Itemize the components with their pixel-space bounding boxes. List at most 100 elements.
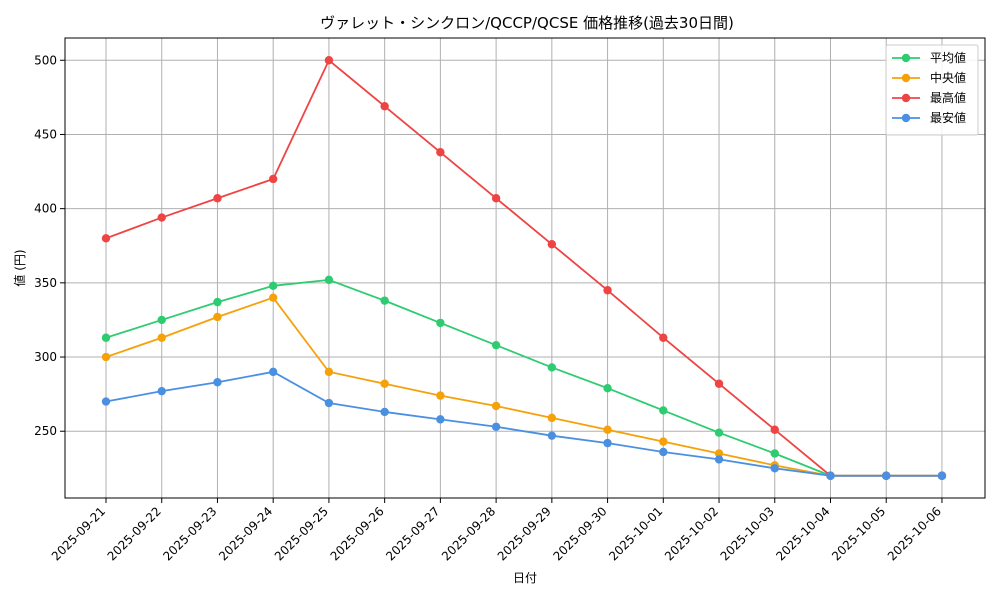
data-point xyxy=(213,194,222,203)
legend-label: 最高値 xyxy=(930,90,966,105)
y-tick-label: 500 xyxy=(34,53,57,67)
x-tick-label: 2025-10-02 xyxy=(662,504,721,563)
series-line xyxy=(105,296,942,477)
x-axis: 2025-09-212025-09-222025-09-232025-09-24… xyxy=(49,498,944,563)
x-tick-label: 2025-10-05 xyxy=(829,504,888,563)
data-point xyxy=(157,386,166,396)
x-tick-label: 2025-09-21 xyxy=(49,504,108,563)
x-tick-label: 2025-09-24 xyxy=(216,504,275,563)
y-tick-label: 350 xyxy=(34,276,57,290)
x-tick-label: 2025-09-22 xyxy=(105,504,164,563)
data-point xyxy=(213,378,222,387)
legend-marker xyxy=(901,73,911,83)
data-point xyxy=(603,383,612,393)
data-point xyxy=(101,333,111,342)
y-tick-label: 400 xyxy=(34,202,57,216)
data-point xyxy=(547,431,557,440)
data-point xyxy=(547,240,557,249)
legend-frame xyxy=(885,44,979,136)
y-tick-label: 250 xyxy=(34,424,57,438)
data-point xyxy=(547,413,557,423)
data-point xyxy=(826,471,835,480)
data-point xyxy=(380,102,389,111)
data-point xyxy=(213,297,222,307)
data-point xyxy=(714,428,724,437)
data-point xyxy=(603,425,612,434)
data-point xyxy=(436,148,445,157)
data-point xyxy=(380,407,389,417)
data-point xyxy=(882,471,891,480)
legend-label: 中央値 xyxy=(930,70,966,85)
data-point xyxy=(436,391,445,400)
data-point xyxy=(603,438,612,448)
series-1 xyxy=(101,293,947,480)
data-point xyxy=(157,333,166,342)
x-tick-label: 2025-10-01 xyxy=(606,504,665,563)
data-point xyxy=(714,455,724,464)
series-2 xyxy=(101,56,947,480)
data-point xyxy=(770,464,779,473)
data-point xyxy=(491,340,501,350)
data-point xyxy=(770,425,779,434)
x-tick-label: 2025-09-28 xyxy=(439,504,498,563)
data-point xyxy=(101,352,111,362)
series-line xyxy=(105,58,942,477)
y-axis: 250 300 350 400 450 500 xyxy=(34,53,65,438)
data-point xyxy=(770,449,779,458)
data-point xyxy=(268,367,278,377)
data-point xyxy=(101,234,111,243)
plot-area-frame xyxy=(64,37,986,499)
legend-label: 最安値 xyxy=(930,110,966,125)
data-point xyxy=(659,437,668,446)
data-point xyxy=(714,449,724,458)
data-point xyxy=(324,398,334,408)
x-axis-label: 日付 xyxy=(513,571,537,585)
series-group xyxy=(101,56,947,480)
x-tick-label: 2025-09-23 xyxy=(160,504,219,563)
grid xyxy=(65,38,985,498)
data-point xyxy=(268,281,278,291)
x-tick-label: 2025-09-26 xyxy=(328,504,387,563)
y-tick-label: 450 xyxy=(34,127,57,141)
data-point xyxy=(436,415,445,424)
legend-item: 中央値 xyxy=(892,70,966,85)
data-point xyxy=(491,194,501,203)
x-tick-label: 2025-09-29 xyxy=(495,504,554,563)
x-tick-label: 2025-10-04 xyxy=(773,504,832,563)
data-point xyxy=(659,333,668,342)
series-line xyxy=(105,370,942,477)
legend-item: 平均値 xyxy=(892,50,966,65)
data-point xyxy=(659,447,668,457)
data-point xyxy=(268,174,278,184)
series-0 xyxy=(101,275,947,480)
x-tick-label: 2025-10-03 xyxy=(718,504,777,563)
x-tick-label: 2025-09-27 xyxy=(383,504,442,563)
data-point xyxy=(157,315,166,325)
data-point xyxy=(491,401,501,411)
x-tick-label: 2025-10-06 xyxy=(885,504,944,563)
data-point xyxy=(659,406,668,415)
x-tick-label: 2025-09-30 xyxy=(550,504,609,563)
y-tick-label: 300 xyxy=(34,350,57,364)
data-point xyxy=(268,293,278,302)
legend-item: 最高値 xyxy=(892,90,966,105)
data-point xyxy=(603,286,612,295)
legend-marker xyxy=(901,53,911,63)
data-point xyxy=(380,296,389,305)
legend-label: 平均値 xyxy=(930,50,966,65)
data-point xyxy=(380,379,389,388)
data-point xyxy=(491,422,501,431)
x-tick-label: 2025-09-25 xyxy=(272,504,331,563)
chart-title: ヴァレット・シンクロン/QCCP/QCSE 価格推移(過去30日間) xyxy=(320,14,734,32)
series-3 xyxy=(101,367,947,480)
legend-item: 最安値 xyxy=(892,110,966,125)
data-point xyxy=(324,367,334,377)
data-point xyxy=(324,275,334,285)
data-point xyxy=(547,363,557,372)
data-point xyxy=(157,213,166,222)
data-point xyxy=(324,56,334,65)
y-axis-label: 値 (円) xyxy=(12,249,27,286)
series-line xyxy=(105,278,942,477)
